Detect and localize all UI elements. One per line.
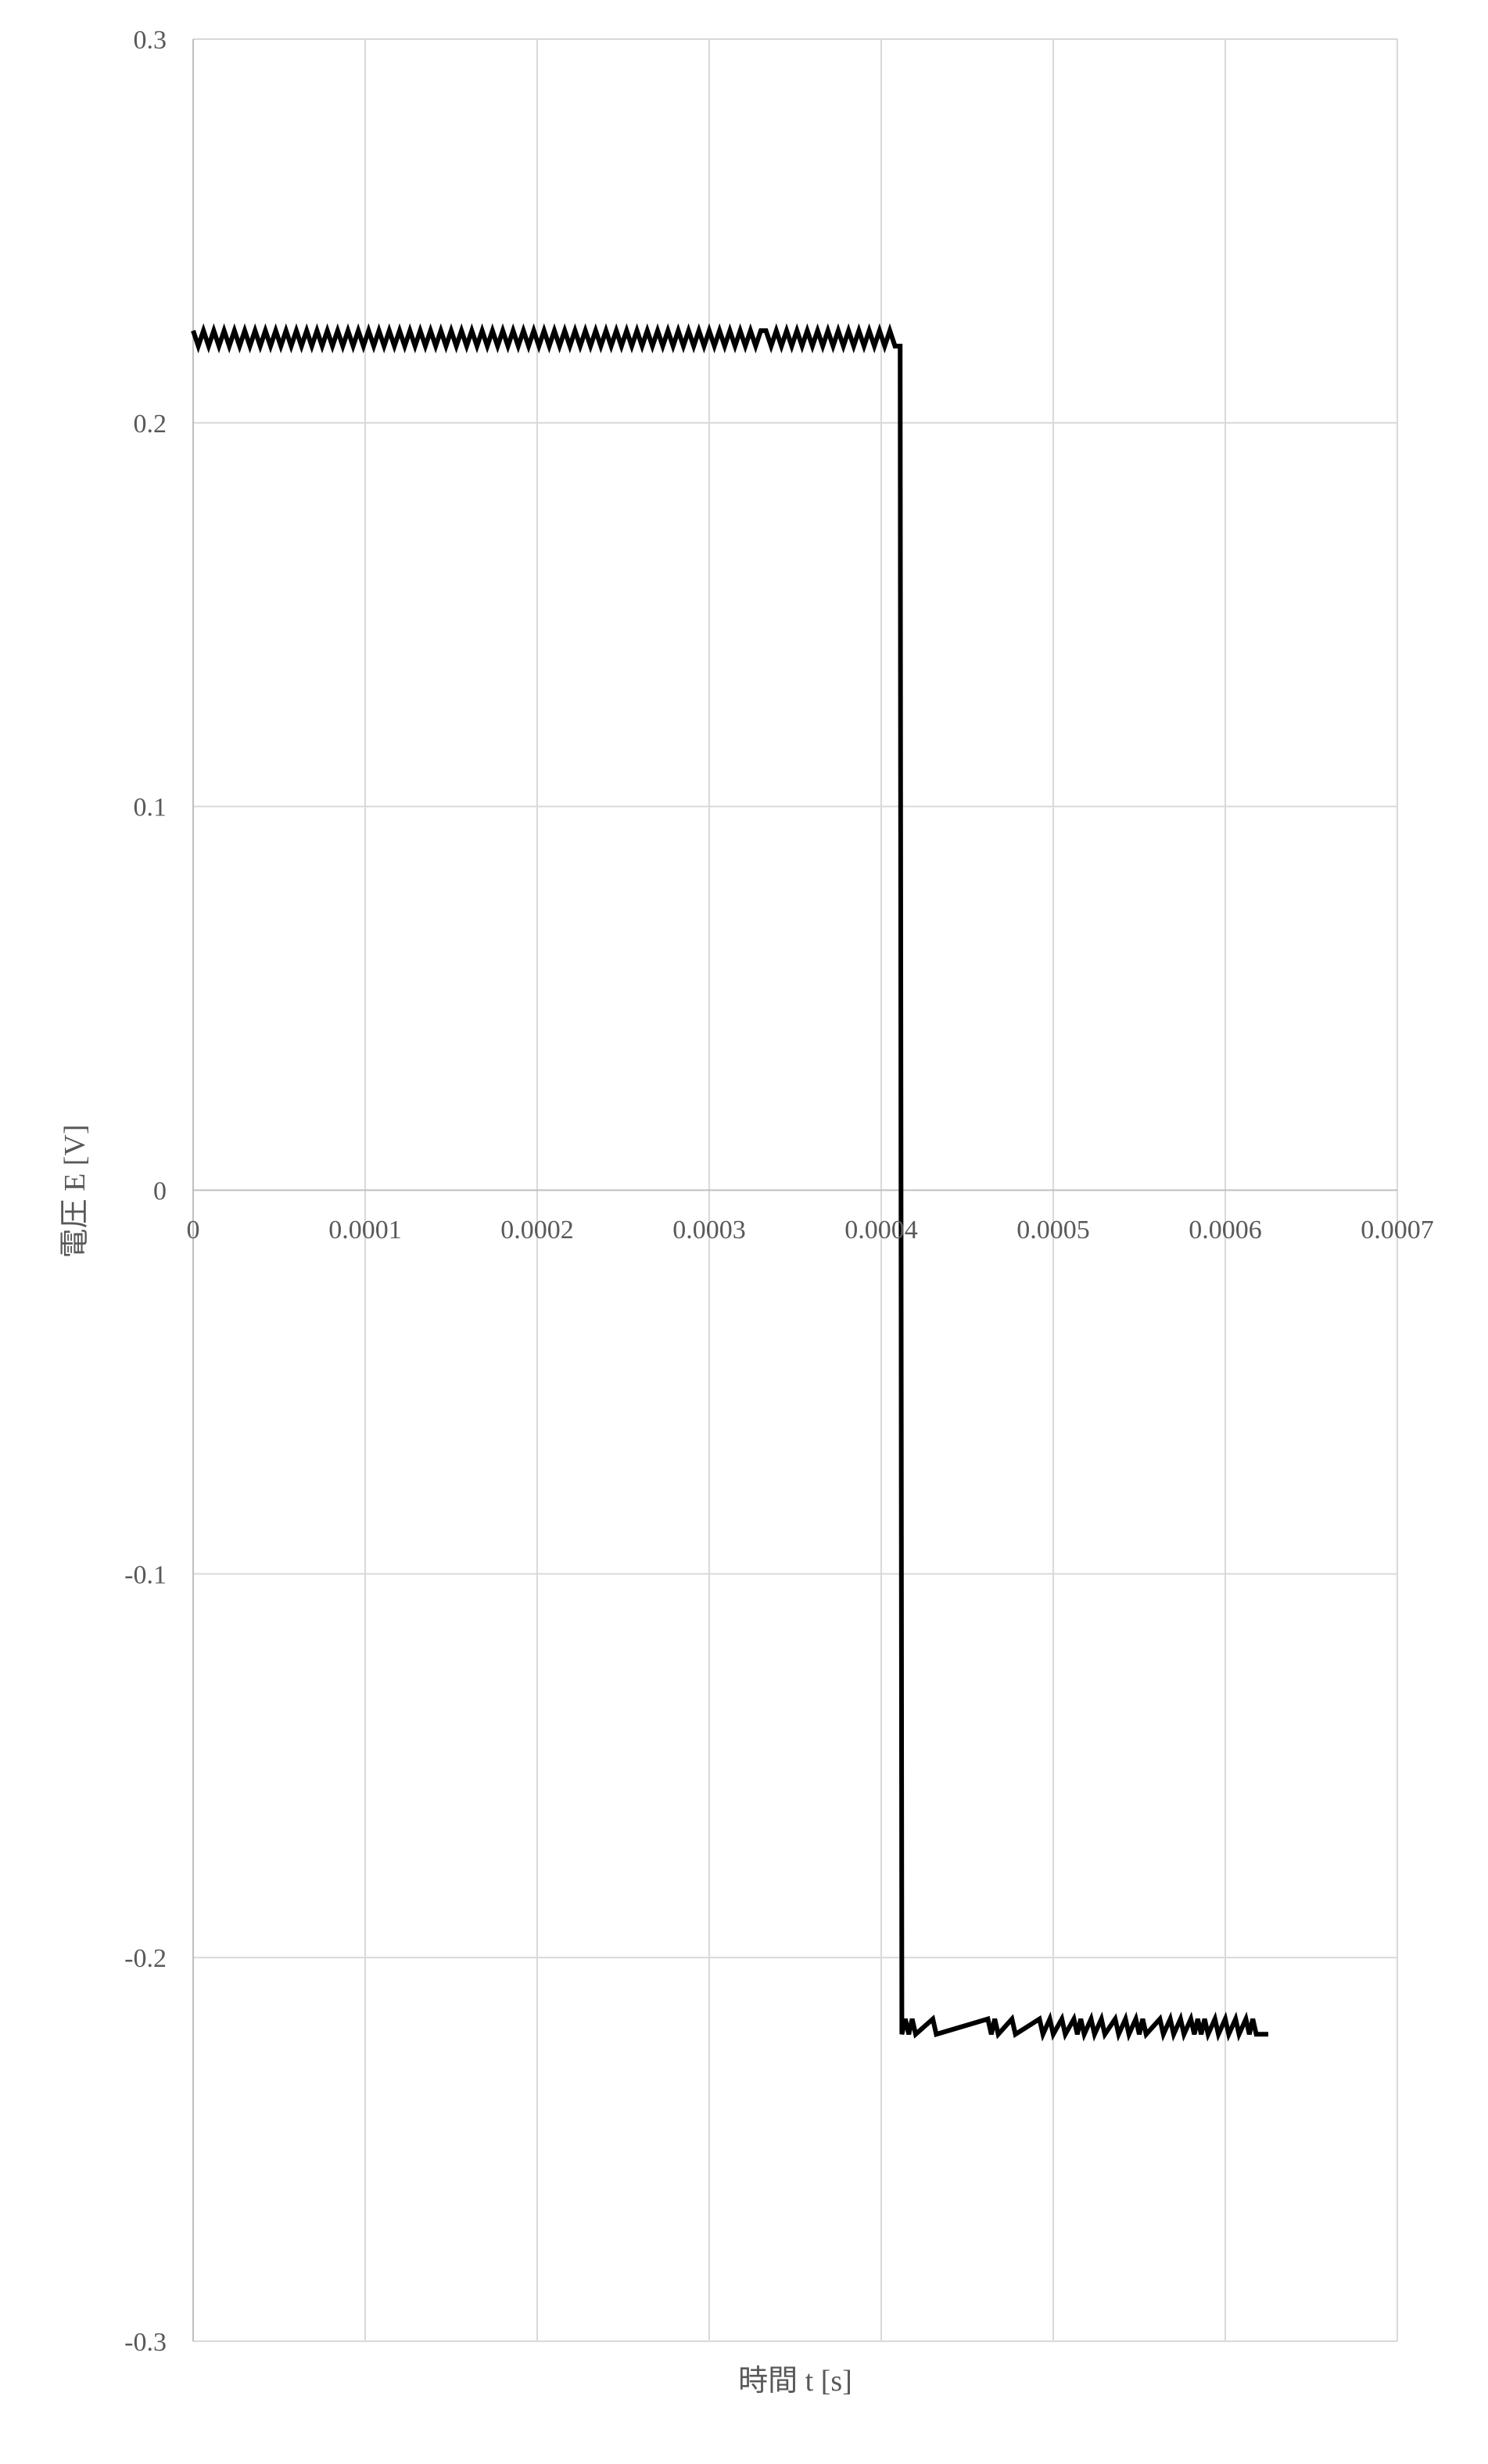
y-tick-label: -0.3 bbox=[124, 2328, 167, 2357]
x-tick-label: 0.0006 bbox=[1189, 1216, 1262, 1245]
x-axis-title: 時間 t [s] bbox=[738, 2365, 852, 2398]
x-tick-label: 0 bbox=[187, 1216, 200, 1245]
x-tick-label: 0.0002 bbox=[500, 1216, 574, 1245]
x-tick-label: 0.0004 bbox=[844, 1216, 918, 1245]
y-tick-label: 0.2 bbox=[134, 410, 167, 439]
voltage-series-line bbox=[191, 323, 1268, 2042]
y-tick-label: -0.2 bbox=[124, 1944, 167, 1973]
y-tick-labels: 0.3 0.2 0.1 0 -0.1 -0.2 -0.3 bbox=[124, 26, 167, 2357]
y-tick-label: 0.1 bbox=[134, 793, 167, 822]
y-tick-label: -0.1 bbox=[124, 1560, 167, 1589]
y-tick-label: 0.3 bbox=[134, 26, 167, 55]
x-tick-labels: 0 0.0001 0.0002 0.0003 0.0004 0.0005 0.0006 0.0… bbox=[187, 1216, 1434, 1245]
y-axis-title: 電圧 E [V] bbox=[59, 1125, 91, 1259]
series-group bbox=[191, 323, 1268, 2042]
y-tick-label: 0 bbox=[153, 1177, 167, 1206]
x-tick-label: 0.0003 bbox=[672, 1216, 746, 1245]
x-tick-label: 0.0007 bbox=[1361, 1216, 1434, 1245]
x-tick-label: 0.0001 bbox=[328, 1216, 402, 1245]
horizontal-gridlines bbox=[193, 38, 1397, 2342]
axes bbox=[192, 39, 1397, 2341]
x-tick-label: 0.0005 bbox=[1017, 1216, 1090, 1245]
